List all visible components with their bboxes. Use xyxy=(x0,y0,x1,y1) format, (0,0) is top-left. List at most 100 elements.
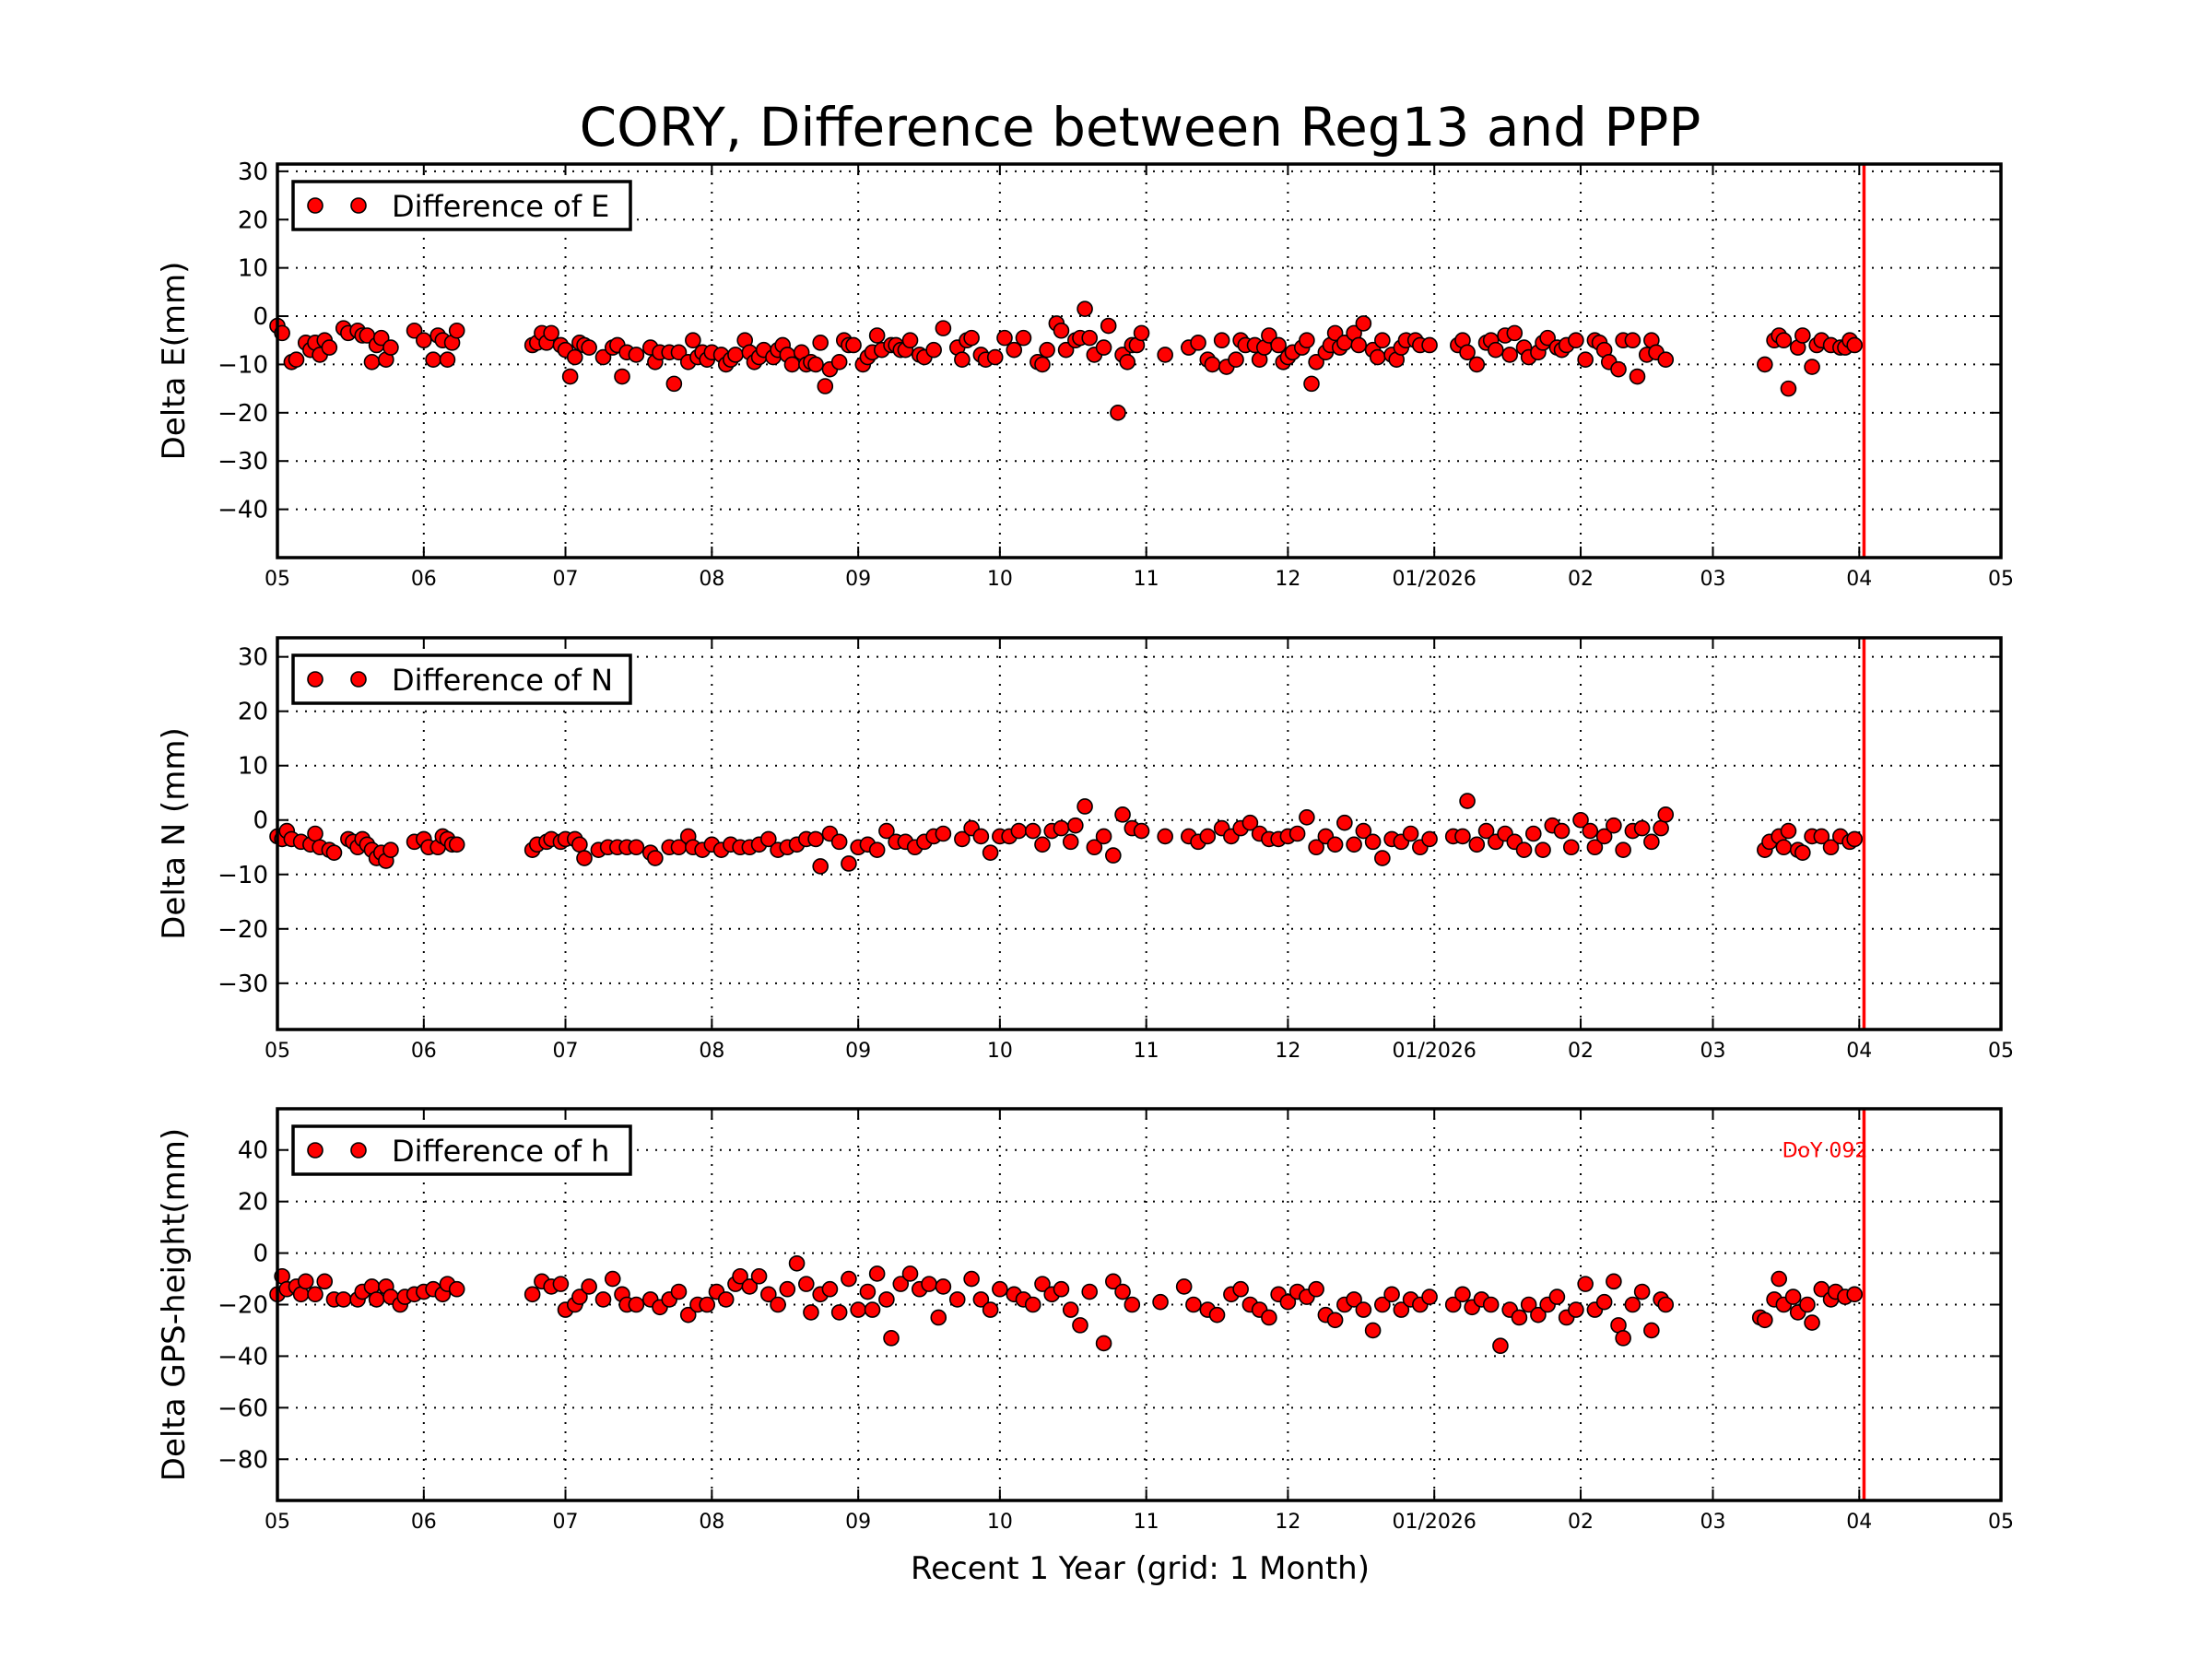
x-axis-label: Recent 1 Year (grid: 1 Month) xyxy=(911,1550,1370,1587)
x-tick-label: 04 xyxy=(1846,1511,1872,1534)
data-point xyxy=(901,332,919,349)
data-point xyxy=(1157,347,1173,363)
data-point xyxy=(1813,828,1830,845)
data-point xyxy=(878,1291,895,1308)
data-point xyxy=(1105,847,1122,864)
data-point xyxy=(1572,811,1589,829)
data-point xyxy=(372,329,390,347)
x-tick-label: 02 xyxy=(1568,1511,1594,1534)
data-point xyxy=(1175,1278,1193,1295)
data-point xyxy=(883,1330,900,1347)
data-point xyxy=(1114,806,1131,823)
data-point xyxy=(845,336,862,354)
data-point xyxy=(1771,1270,1788,1288)
data-point xyxy=(1633,819,1651,837)
data-point xyxy=(770,1296,786,1313)
data-point xyxy=(1846,336,1863,354)
x-tick-label: 03 xyxy=(1700,1040,1725,1063)
data-point xyxy=(1383,1286,1400,1303)
x-tick-label: 12 xyxy=(1275,1040,1300,1063)
y-tick-label: 30 xyxy=(238,159,268,186)
data-point xyxy=(1643,1322,1660,1339)
data-point xyxy=(1511,1309,1528,1326)
data-point xyxy=(1757,356,1773,373)
data-point xyxy=(1492,1337,1509,1355)
data-point xyxy=(1326,1312,1344,1329)
data-point xyxy=(604,1270,621,1288)
data-point xyxy=(1515,841,1533,859)
data-point xyxy=(1015,329,1032,347)
y-tick-label: 30 xyxy=(238,644,268,672)
data-point xyxy=(750,1267,768,1285)
data-point xyxy=(594,348,612,366)
data-point xyxy=(439,351,456,368)
x-tick-label: 08 xyxy=(699,568,724,591)
data-point xyxy=(1374,850,1391,866)
data-point xyxy=(1364,833,1382,851)
legend: Difference of h xyxy=(291,1124,632,1176)
y-tick-label: −20 xyxy=(218,916,268,944)
data-point xyxy=(954,830,971,848)
data-point xyxy=(841,855,857,872)
data-point xyxy=(1468,356,1486,373)
data-point xyxy=(382,339,399,356)
data-point xyxy=(571,1288,588,1305)
panels: 30 20 10 0 −10 −20 −30 −40 05 06 07 08 09 10 11 12 01/20… xyxy=(156,159,2014,1534)
y-tick-label: −30 xyxy=(218,448,268,476)
data-point xyxy=(1157,828,1173,845)
data-point xyxy=(841,1270,857,1288)
x-tick-label: 09 xyxy=(845,1511,871,1534)
x-tick-label: 05 xyxy=(265,1040,290,1063)
data-point xyxy=(1657,806,1675,823)
x-tick-label: 07 xyxy=(553,1040,579,1063)
data-point xyxy=(803,1304,819,1321)
data-point xyxy=(1190,335,1206,351)
data-point xyxy=(1261,1309,1277,1326)
x-tick-label: 06 xyxy=(411,1511,437,1534)
data-point xyxy=(798,1276,815,1292)
y-tick-label: −40 xyxy=(218,1343,268,1371)
data-point xyxy=(935,1278,952,1295)
data-point xyxy=(1086,839,1103,856)
data-point xyxy=(321,339,338,356)
data-point xyxy=(1100,317,1117,335)
data-point xyxy=(1261,327,1277,344)
data-point xyxy=(1308,839,1324,856)
data-point xyxy=(1119,354,1135,371)
y-tick-label: 0 xyxy=(253,807,268,835)
legend-marker xyxy=(307,671,324,688)
data-point xyxy=(1535,841,1551,859)
data-point xyxy=(1010,822,1028,840)
x-tick-label: 01/2026 xyxy=(1393,1040,1477,1063)
data-point xyxy=(628,839,645,856)
data-point xyxy=(581,339,597,356)
data-point xyxy=(859,1283,877,1300)
data-point xyxy=(1105,1273,1122,1290)
data-point xyxy=(1794,844,1811,861)
legend-marker xyxy=(350,1142,367,1159)
data-point xyxy=(972,828,990,845)
data-point xyxy=(566,348,583,366)
data-point xyxy=(954,351,971,368)
data-point xyxy=(1595,828,1613,845)
data-point xyxy=(1006,341,1023,359)
x-tick-label: 02 xyxy=(1568,1040,1594,1063)
data-point xyxy=(1606,817,1622,834)
data-point xyxy=(963,329,980,347)
data-point xyxy=(1459,793,1476,809)
data-point xyxy=(307,825,324,842)
data-point xyxy=(368,1291,385,1308)
data-point xyxy=(1757,1312,1773,1329)
data-point xyxy=(1454,1286,1471,1303)
x-tick-label: 01/2026 xyxy=(1393,1511,1477,1534)
data-point xyxy=(1024,1296,1041,1313)
data-point xyxy=(1110,405,1126,421)
data-point xyxy=(1053,1280,1070,1298)
data-point xyxy=(561,368,579,385)
data-point xyxy=(335,1291,352,1308)
data-point xyxy=(1568,332,1584,349)
data-point xyxy=(307,1286,324,1303)
data-point xyxy=(1586,839,1604,856)
legend-marker xyxy=(307,1142,324,1159)
data-point xyxy=(1568,1301,1584,1318)
